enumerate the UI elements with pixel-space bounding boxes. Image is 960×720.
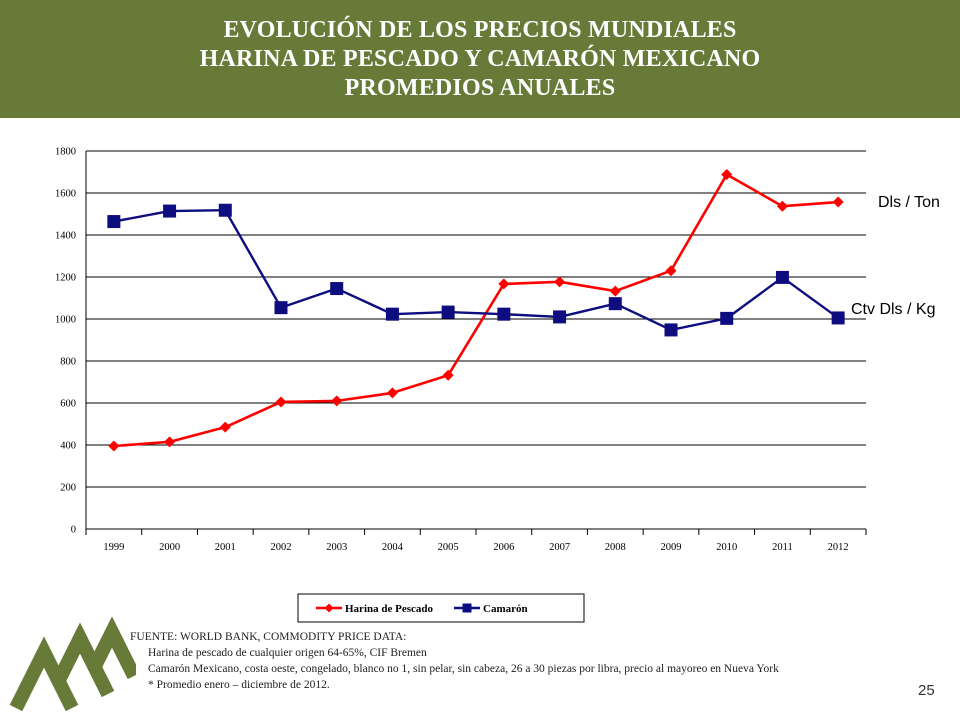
source-line-4: * Promedio enero – diciembre de 2012. xyxy=(148,679,330,691)
source-line-1: FUENTE: WORLD BANK, COMMODITY PRICE DATA… xyxy=(130,631,407,643)
x-tick-label: 2006 xyxy=(493,542,514,553)
data-point-camaron xyxy=(664,323,678,337)
series-line-camaron xyxy=(113,209,839,332)
legend-label-harina: Harina de Pescado xyxy=(345,603,433,615)
data-point-harina xyxy=(554,276,566,288)
y-tick-label: 400 xyxy=(60,441,76,452)
x-tick-label: 2010 xyxy=(716,542,737,553)
page-number: 25 xyxy=(918,682,935,699)
data-point-camaron xyxy=(553,310,567,324)
data-point-camaron xyxy=(775,270,789,284)
y-tick-label: 600 xyxy=(60,399,76,410)
legend-marker-camaron xyxy=(462,603,472,613)
y-tick-label: 1800 xyxy=(55,147,76,158)
x-tick-label: 2000 xyxy=(159,542,180,553)
y-tick-label: 0 xyxy=(71,525,76,536)
data-point-harina xyxy=(609,285,621,297)
data-point-harina xyxy=(108,440,120,452)
x-tick-label: 2008 xyxy=(605,542,626,553)
x-tick-label: 2012 xyxy=(828,542,849,553)
x-tick-label: 2009 xyxy=(661,542,682,553)
company-logo xyxy=(9,616,136,712)
y-tick-label: 1600 xyxy=(55,189,76,200)
source-note: FUENTE: WORLD BANK, COMMODITY PRICE DATA… xyxy=(130,629,779,693)
x-tick-label: 2004 xyxy=(382,542,404,553)
x-tick-label: 2007 xyxy=(549,542,570,553)
legend-label-camaron: Camarón xyxy=(483,603,528,615)
source-line-2: Harina de pescado de cualquier origen 64… xyxy=(148,647,427,659)
data-point-camaron xyxy=(608,297,622,311)
title-line-3: PROMEDIOS ANUALES xyxy=(344,74,616,101)
x-tick-label: 2002 xyxy=(271,542,292,553)
data-point-harina xyxy=(331,395,343,407)
x-tick-label: 2011 xyxy=(772,542,793,553)
x-tick-label: 2003 xyxy=(326,542,347,553)
x-tick-label: 1999 xyxy=(103,542,124,553)
data-point-harina xyxy=(665,265,677,277)
x-tick-label: 2005 xyxy=(438,542,459,553)
source-line-3: Camarón Mexicano, costa oeste, congelado… xyxy=(148,663,779,675)
data-point-harina xyxy=(721,169,733,181)
y-tick-label: 800 xyxy=(60,357,76,368)
data-point-harina xyxy=(776,200,788,212)
y-tick-label: 1400 xyxy=(55,231,76,242)
data-point-camaron xyxy=(831,311,845,325)
title-line-2: HARINA DE PESCADO Y CAMARÓN MEXICANO xyxy=(199,45,761,72)
data-point-harina xyxy=(275,396,287,408)
price-chart: 0 200 400 600 800 1000 1200 1400 1600 1800 1999 200… xyxy=(55,147,867,623)
camaron-unit-label: Ctv Dls / Kg xyxy=(851,301,936,318)
data-point-harina xyxy=(832,196,844,208)
data-point-harina xyxy=(498,278,510,290)
harina-unit-label: Dls / Ton xyxy=(878,194,940,211)
legend-box xyxy=(297,593,585,623)
data-point-camaron xyxy=(218,203,232,217)
y-tick-label: 1000 xyxy=(55,315,76,326)
title-banner: EVOLUCIÓN DE LOS PRECIOS MUNDIALES HARIN… xyxy=(0,0,960,118)
data-point-camaron xyxy=(720,311,734,325)
title-line-1: EVOLUCIÓN DE LOS PRECIOS MUNDIALES xyxy=(223,16,737,43)
y-tick-label: 200 xyxy=(60,483,76,494)
data-point-camaron xyxy=(274,301,288,315)
data-point-camaron xyxy=(330,282,344,296)
data-point-harina xyxy=(386,387,398,399)
data-point-camaron xyxy=(107,215,121,229)
data-point-harina xyxy=(164,436,176,448)
data-point-harina xyxy=(219,421,231,433)
x-tick-label: 2001 xyxy=(215,542,236,553)
data-point-camaron xyxy=(441,305,455,319)
data-point-camaron xyxy=(163,204,177,218)
data-point-camaron xyxy=(497,307,511,321)
y-tick-label: 1200 xyxy=(55,273,76,284)
legend-marker-harina xyxy=(324,603,334,613)
series-line-harina xyxy=(113,173,839,448)
data-point-camaron xyxy=(385,307,399,321)
data-point-harina xyxy=(442,369,454,381)
